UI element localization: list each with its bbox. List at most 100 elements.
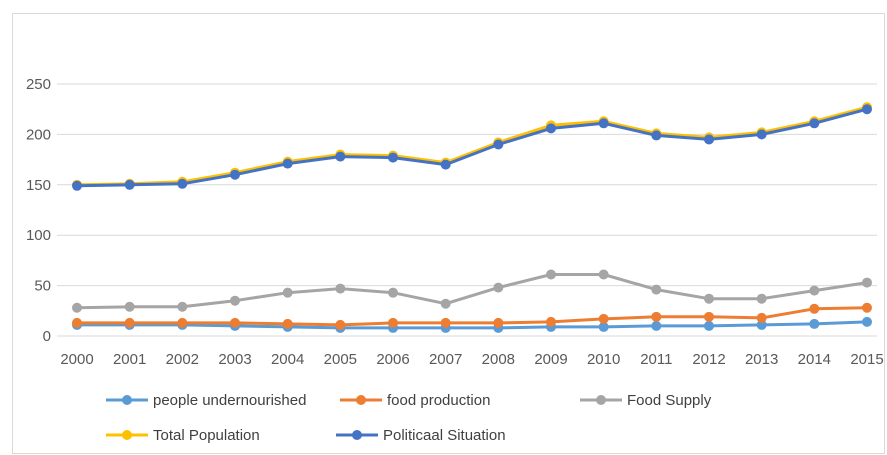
series-lines — [72, 102, 872, 333]
data-point — [493, 317, 504, 328]
data-point — [440, 159, 451, 170]
legend-swatch-marker — [596, 395, 606, 405]
legend-swatch-marker — [356, 395, 366, 405]
data-point — [862, 302, 872, 313]
legend-label: Food Supply — [627, 392, 712, 409]
data-point — [440, 298, 451, 309]
series-politicaal-situation — [72, 104, 872, 191]
x-tick-label: 2005 — [324, 351, 357, 368]
data-point — [177, 317, 188, 328]
legend-label: Politicaal Situation — [383, 427, 506, 444]
x-tick-label: 2001 — [113, 351, 146, 368]
y-tick-label: 200 — [26, 126, 51, 143]
data-point — [809, 303, 820, 314]
data-point — [546, 123, 556, 134]
x-tick-label: 2011 — [640, 351, 672, 368]
x-tick-label: 2003 — [218, 351, 251, 368]
data-point — [651, 284, 662, 295]
data-point — [177, 301, 188, 312]
x-tick-label: 2014 — [798, 351, 831, 368]
data-point — [282, 318, 293, 329]
data-point — [862, 104, 872, 115]
legend-item: Total Population — [106, 427, 260, 444]
data-point — [704, 311, 714, 322]
data-point — [704, 320, 714, 331]
x-tick-label: 2015 — [850, 351, 883, 368]
data-point — [809, 318, 820, 329]
data-point — [124, 301, 135, 312]
x-tick-label: 2002 — [166, 351, 199, 368]
data-point — [704, 293, 714, 304]
data-point — [546, 316, 556, 327]
data-point — [177, 178, 188, 189]
x-tick-label: 2010 — [587, 351, 620, 368]
x-tick-label: 2008 — [482, 351, 515, 368]
data-point — [809, 285, 820, 296]
series-line — [77, 306, 868, 327]
legend-item: Food Supply — [580, 392, 712, 409]
x-tick-label: 2006 — [376, 351, 409, 368]
legend-item: Politicaal Situation — [336, 427, 506, 444]
x-tick-label: 2009 — [534, 351, 567, 368]
data-point — [598, 313, 609, 324]
data-point — [230, 295, 240, 306]
x-tick-label: 2004 — [271, 351, 304, 368]
y-tick-label: 100 — [26, 227, 51, 244]
data-point — [756, 319, 767, 330]
data-point — [493, 139, 504, 150]
data-point — [862, 277, 872, 288]
series-line — [76, 105, 868, 187]
legend-swatch-marker — [352, 430, 362, 440]
data-point — [124, 179, 135, 190]
series-line — [76, 273, 868, 310]
data-point — [388, 317, 398, 328]
y-axis-ticks: 0 50 100 150 200 250 — [26, 76, 51, 345]
legend-swatch-marker — [122, 430, 132, 440]
chart-border — [12, 13, 885, 454]
legend: people undernourished food production Food… — [106, 392, 712, 444]
data-point — [756, 129, 767, 140]
data-point — [651, 320, 662, 331]
y-tick-label: 250 — [26, 76, 51, 93]
data-point — [230, 169, 240, 180]
data-point — [598, 269, 609, 280]
x-tick-label: 2012 — [692, 351, 725, 368]
data-point — [230, 317, 240, 328]
y-tick-label: 0 — [43, 328, 51, 345]
data-point — [388, 152, 398, 163]
data-point — [862, 316, 872, 327]
y-tick-label: 50 — [34, 278, 51, 295]
data-point — [704, 134, 714, 145]
legend-item: people undernourished — [106, 392, 306, 409]
data-point — [388, 287, 398, 298]
series-line — [77, 320, 868, 330]
legend-item: food production — [340, 392, 490, 409]
data-point — [756, 293, 767, 304]
data-point — [335, 319, 346, 330]
legend-label: food production — [387, 392, 490, 409]
x-axis-ticks: 2000 2001 2002 2003 2004 2005 2006 2007 2008 2009… — [60, 351, 883, 368]
data-point — [493, 282, 504, 293]
data-point — [809, 118, 820, 129]
series-line — [76, 107, 868, 188]
data-point — [546, 269, 556, 280]
data-point — [124, 317, 135, 328]
data-point — [335, 151, 346, 162]
data-point — [440, 317, 451, 328]
data-point — [72, 180, 82, 191]
data-point — [282, 287, 293, 298]
x-tick-label: 2007 — [429, 351, 462, 368]
legend-swatch-marker — [122, 395, 132, 405]
y-tick-label: 150 — [26, 177, 51, 194]
data-point — [598, 321, 609, 332]
data-point — [282, 158, 293, 169]
data-point — [72, 317, 82, 328]
legend-label: people undernourished — [153, 392, 306, 409]
data-point — [756, 312, 767, 323]
data-point — [335, 283, 346, 294]
data-point — [651, 311, 662, 322]
data-point — [651, 130, 662, 141]
data-point — [72, 302, 82, 313]
data-point — [598, 118, 609, 129]
gridlines — [57, 83, 877, 337]
